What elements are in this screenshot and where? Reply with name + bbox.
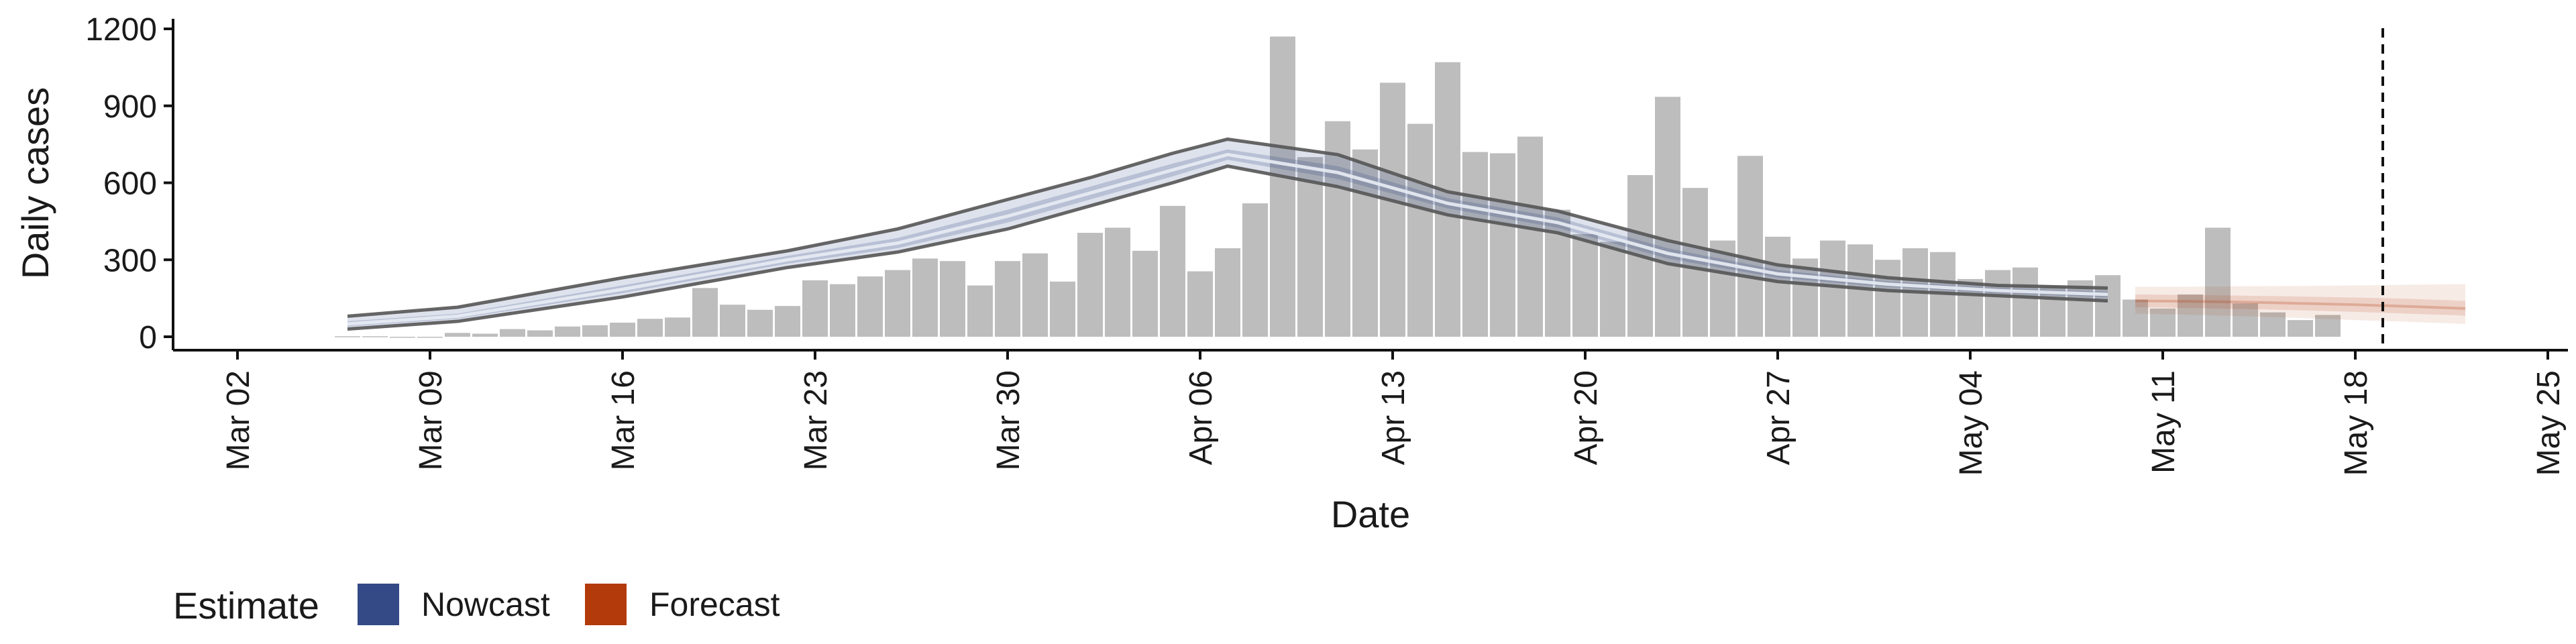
case-bar — [2205, 227, 2231, 337]
case-bar — [1242, 203, 1268, 337]
case-bar — [1875, 260, 1900, 337]
case-bar — [1380, 83, 1405, 337]
y-tick-label: 600 — [103, 166, 157, 202]
case-bar — [1050, 282, 1075, 337]
case-bar — [527, 330, 553, 337]
case-bar — [912, 258, 938, 337]
case-bar — [1022, 254, 1048, 337]
case-bar — [445, 333, 470, 337]
case-bar — [1077, 233, 1103, 337]
y-axis-title: Daily cases — [14, 87, 56, 279]
case-bar — [2288, 320, 2313, 337]
case-bar — [582, 325, 608, 337]
case-bar — [1737, 156, 1763, 337]
x-tick-label: Apr 06 — [1183, 370, 1219, 465]
x-tick-label: May 18 — [2339, 370, 2374, 476]
case-bar — [1765, 237, 1790, 337]
case-bar — [967, 286, 993, 337]
case-bar — [1572, 234, 1598, 337]
case-bar — [1132, 251, 1158, 337]
case-bar — [857, 276, 883, 337]
case-bar — [2095, 275, 2121, 337]
case-bar — [665, 317, 690, 337]
case-bar — [1600, 241, 1625, 337]
case-bar — [1655, 97, 1680, 337]
case-bar — [775, 306, 800, 337]
case-bar — [500, 329, 525, 337]
legend-swatch-forecast — [585, 584, 627, 625]
x-tick-label: Mar 30 — [991, 370, 1026, 470]
case-bar — [940, 261, 965, 337]
case-bar — [1105, 227, 1130, 337]
case-bar — [610, 323, 635, 337]
legend-swatch-nowcast — [358, 584, 399, 625]
y-tick-label: 0 — [139, 320, 157, 356]
legend-label-forecast: Forecast — [649, 586, 780, 623]
case-bar — [2012, 268, 2038, 337]
x-tick-label: Mar 16 — [606, 370, 641, 470]
case-bar — [995, 261, 1020, 337]
case-bar — [637, 319, 663, 337]
legend: Estimate Nowcast Forecast — [173, 584, 780, 627]
x-tick-label: Apr 27 — [1761, 370, 1796, 465]
x-tick-label: Mar 09 — [413, 370, 449, 470]
y-tick-label: 1200 — [85, 12, 157, 48]
case-bar — [885, 270, 910, 337]
case-bar — [1160, 206, 1185, 337]
case-bar — [1270, 36, 1295, 337]
case-bar — [335, 336, 360, 337]
x-tick-label: May 04 — [1953, 370, 1989, 476]
case-bar — [1985, 270, 2010, 337]
case-bar — [472, 333, 498, 337]
legend-title: Estimate — [173, 584, 319, 627]
x-tick-label: May 25 — [2531, 370, 2567, 476]
case-bar — [692, 288, 718, 337]
x-tick-label: Mar 02 — [221, 370, 256, 470]
x-tick-label: May 11 — [2146, 370, 2182, 474]
case-bar — [1187, 271, 1213, 337]
case-bar — [1462, 152, 1488, 337]
case-bar — [1820, 241, 1845, 337]
x-tick-label: Mar 23 — [798, 370, 834, 470]
case-bar — [1407, 124, 1433, 337]
y-tick-label: 300 — [103, 243, 157, 278]
x-axis-title: Date — [1331, 493, 1410, 535]
case-bar — [802, 280, 828, 337]
case-bar — [1490, 154, 1515, 337]
case-bar — [1215, 248, 1240, 337]
legend-label-nowcast: Nowcast — [421, 586, 550, 623]
case-bar — [390, 337, 415, 338]
estimate-lines — [347, 139, 2465, 329]
case-bar — [362, 336, 388, 337]
case-bar — [747, 310, 773, 337]
case-bar — [417, 337, 443, 338]
case-bar — [720, 305, 745, 337]
case-bar — [830, 284, 855, 337]
y-tick-label: 900 — [103, 89, 157, 125]
x-tick-label: Apr 20 — [1568, 370, 1604, 465]
case-bar — [1517, 137, 1543, 337]
case-bar — [555, 327, 580, 337]
x-tick-label: Apr 13 — [1376, 370, 1411, 465]
